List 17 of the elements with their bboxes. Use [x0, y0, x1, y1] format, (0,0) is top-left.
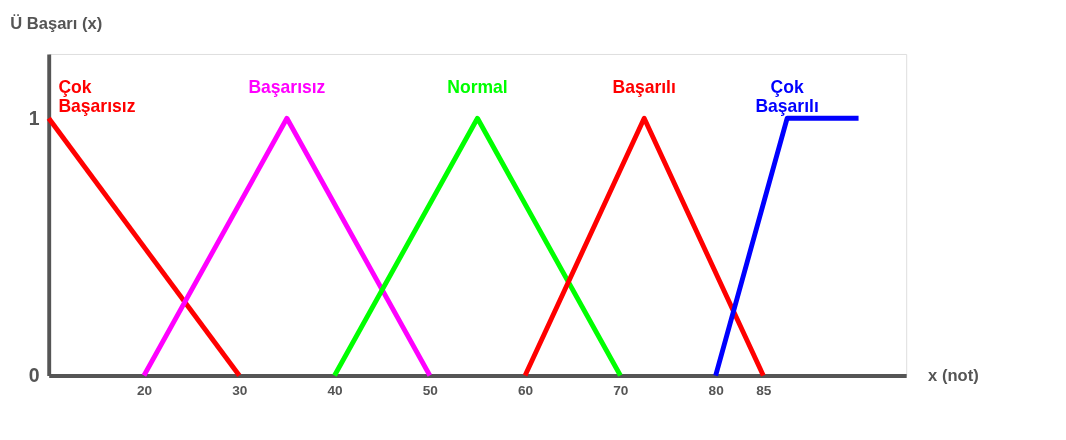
- y-axis-title: Ü Başarı (x): [10, 14, 103, 34]
- series-label: Çok Başarılı: [755, 76, 819, 117]
- x-tick-label: 50: [422, 382, 439, 398]
- x-tick-label: 60: [518, 382, 534, 398]
- x-tick-label: 80: [708, 382, 725, 398]
- series-label: Normal: [447, 76, 508, 97]
- y-tick-label: 1: [28, 106, 40, 129]
- series-label: Başarısız: [248, 76, 326, 97]
- series-label: Başarılı: [612, 76, 676, 97]
- x-tick-label: 40: [327, 382, 344, 398]
- x-tick-label: 30: [232, 382, 248, 398]
- x-tick-label: 20: [136, 382, 153, 398]
- series-label: Çok Başarısız: [58, 76, 136, 117]
- x-tick-label: 70: [613, 382, 629, 398]
- x-axis-title: x (not): [928, 365, 979, 385]
- x-tick-label: 85: [756, 382, 772, 398]
- y-tick-label: 0: [28, 363, 40, 386]
